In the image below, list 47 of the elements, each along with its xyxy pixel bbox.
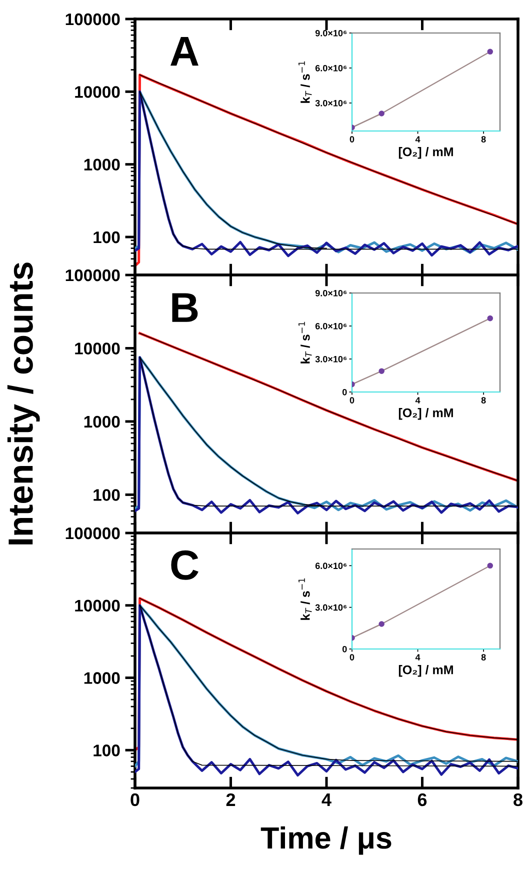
y-tick-label: 100 — [94, 489, 120, 501]
y-tick-label: 10000 — [75, 86, 120, 98]
y-tick-label: 3.0×10⁶ — [315, 604, 347, 611]
y-tick-label: 6.0×10⁶ — [315, 322, 347, 330]
y-axis-title: Intensity / counts — [7, 262, 40, 544]
y-tick-label: 1000 — [84, 158, 120, 171]
x-tick-label: 8 — [514, 793, 522, 806]
y-tick-label: 10000 — [75, 342, 120, 354]
y-tick-label: 1000 — [84, 672, 120, 684]
x-tick-label: 8 — [481, 654, 486, 660]
x-tick-label: 0 — [350, 397, 354, 404]
x-tick-label: 0 — [130, 793, 140, 806]
x-tick-label: 4 — [415, 136, 420, 142]
y-tick-label: 100 — [94, 231, 120, 244]
annotation: A — [170, 36, 198, 66]
y-tick-label: 100000 — [66, 269, 120, 282]
x-tick-label: 4 — [322, 794, 332, 806]
annotation: C — [171, 550, 198, 580]
x-tick-label: 8 — [481, 397, 486, 404]
y-tick-label: 6.0×10⁶ — [315, 562, 347, 570]
y-tick-label: 100 — [94, 744, 120, 756]
y-tick-label: 1000 — [84, 416, 120, 428]
y-tick-label: 3.0×10⁶ — [315, 100, 347, 106]
y-tick-label: 3.0×10⁶ — [315, 356, 347, 362]
y-tick-label: 10000 — [75, 600, 120, 612]
y-tick-label: 9.0×10⁶ — [315, 30, 347, 36]
annotation: B — [172, 293, 198, 322]
x-tick-label: 4 — [415, 654, 420, 660]
x-axis-title: [O₂] / mM — [398, 408, 453, 420]
y-tick-label: 0 — [342, 646, 347, 652]
y-axis-title: k$_{T}$ / s$^{−1}$ — [298, 61, 312, 103]
x-tick-label: 6 — [418, 793, 427, 806]
y-tick-label: 100000 — [66, 527, 120, 540]
x-tick-label: 4 — [415, 397, 420, 404]
x-tick-label: 0 — [350, 136, 354, 142]
y-tick-label: 0 — [342, 388, 347, 396]
x-tick-label: 0 — [350, 654, 354, 660]
x-tick-label: 2 — [226, 793, 236, 806]
y-axis-title: k$_{T}$ / s$^{−1}$ — [298, 322, 312, 364]
x-axis-title: [O₂] / mM — [398, 147, 453, 159]
y-tick-label: 100000 — [66, 13, 120, 26]
x-tick-label: 8 — [481, 136, 486, 142]
y-tick-label: 6.0×10⁶ — [315, 64, 347, 72]
x-axis-title: [O₂] / mM — [398, 665, 453, 677]
x-axis-title: Time / μs — [260, 826, 392, 855]
y-axis-title: k$_{T}$ / s$^{−1}$ — [298, 578, 312, 620]
y-tick-label: 9.0×10⁶ — [315, 290, 347, 296]
